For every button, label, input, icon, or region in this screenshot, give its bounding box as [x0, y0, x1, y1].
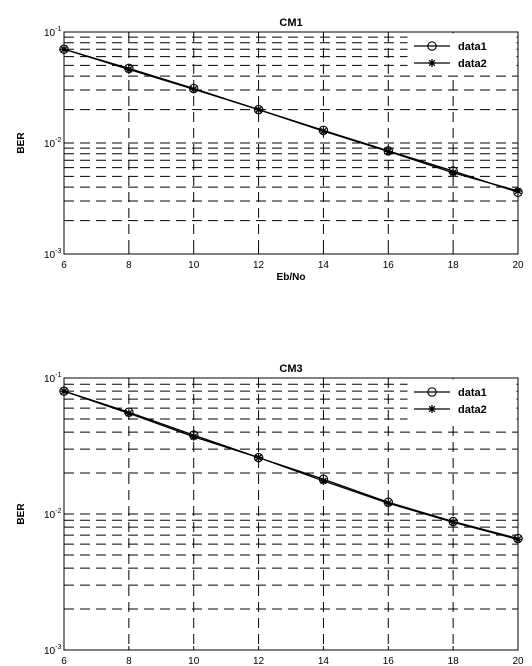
chart-2: data1data2CM36810121416182010-310-210-1E…: [16, 363, 524, 666]
chart-1-axes-frame: [63, 31, 519, 255]
chart-1-x-tick-label: 10: [188, 260, 200, 271]
chart-1-point-data2: [189, 85, 198, 94]
chart-1-legend: [407, 33, 517, 75]
chart-2-series-line-data1: [63, 390, 519, 540]
chart-2-y-tick-label: 10-2: [44, 508, 61, 521]
chart-1-point-data2: [60, 45, 68, 54]
chart-1-point-data1: [253, 104, 264, 115]
chart-1-point-data2: [124, 65, 133, 74]
data-point-marker: [428, 59, 436, 67]
chart-1-y-axis-label: BER: [16, 132, 27, 154]
chart-2-legend-entry-data2: data2: [414, 404, 487, 416]
chart-1-point-data1: [59, 44, 69, 54]
chart-1-x-tick-label: 12: [253, 260, 265, 271]
legend-marker: [428, 405, 436, 413]
data-point-marker: [384, 499, 393, 508]
legend-marker: [427, 387, 437, 397]
chart-2-x-tick-label: 20: [512, 656, 524, 666]
chart-1-point-data2: [514, 186, 522, 195]
chart-1-point-data2: [254, 105, 263, 114]
chart-2-point-data2: [449, 518, 458, 527]
data-point-marker: [428, 405, 436, 413]
data-point-marker: [59, 44, 69, 54]
data-point-marker: [427, 387, 437, 397]
chart-1-x-tick-label: 16: [383, 260, 395, 271]
chart-2-y-tick-label: 10-1: [44, 372, 61, 385]
chart-1-point-data2: [319, 127, 328, 136]
data-point-marker: [124, 409, 133, 418]
chart-2-point-data2: [384, 499, 393, 508]
data-point-marker: [254, 105, 263, 114]
data-point-marker: [253, 104, 264, 115]
data-point-marker: [189, 85, 198, 94]
chart-1-y-tick-label: 10-2: [44, 137, 61, 150]
data-point-marker: [60, 387, 68, 396]
chart-1-x-tick-label: 14: [318, 260, 330, 271]
data-point-marker: [514, 186, 522, 195]
chart-2-point-data2: [319, 476, 328, 485]
data-point-marker: [449, 518, 458, 527]
legend-label: data1: [458, 387, 487, 399]
data-point-marker: [253, 452, 264, 463]
chart-1-y-tick-label: 10-1: [44, 26, 61, 39]
data-point-marker: [514, 535, 522, 544]
data-point-marker: [319, 127, 328, 136]
chart-2-y-axis-label: BER: [16, 503, 27, 525]
legend-marker: [428, 59, 436, 67]
chart-1-point-data2: [384, 147, 393, 156]
chart-2-series-data2: [60, 387, 522, 544]
data-point-marker: [427, 41, 437, 51]
legend-label: data2: [458, 58, 487, 70]
chart-1-x-tick-label: 18: [448, 260, 460, 271]
chart-2-x-tick-label: 8: [126, 656, 132, 666]
data-point-marker: [59, 386, 69, 396]
chart-1: data1 data2 CM1 6 8 10 12 14 16 18 20 10-3 10-2 10-1 E…: [16, 17, 524, 283]
chart-1-x-tick-label: 6: [61, 260, 67, 271]
chart-1-series-data2: [60, 45, 522, 195]
chart-1-point-data2: [449, 168, 458, 177]
legend-marker: [427, 41, 437, 51]
data-point-marker: [60, 45, 68, 54]
chart-2-x-tick-label: 14: [318, 656, 330, 666]
chart-2-point-data1: [253, 452, 264, 463]
chart-1-x-tick-label: 20: [512, 260, 524, 271]
chart-1-legend-entry-data2: data2: [414, 58, 487, 70]
chart-1-x-tick-label: 8: [126, 260, 132, 271]
legend-label: data2: [458, 404, 487, 416]
chart-2-legend: [407, 379, 517, 421]
chart-2-x-tick-label: 10: [188, 656, 200, 666]
data-point-marker: [449, 168, 458, 177]
chart-1-y-tick-label: 10-3: [44, 248, 61, 261]
chart-2-series-line-data2: [63, 390, 519, 541]
chart-2-point-data2: [60, 387, 68, 396]
data-point-marker: [319, 476, 328, 485]
data-point-marker: [124, 65, 133, 74]
chart-1-x-axis-label: Eb/No: [277, 272, 306, 283]
data-point-marker: [384, 147, 393, 156]
chart-2-x-tick-label: 16: [383, 656, 395, 666]
chart-1-series-line-data2: [63, 48, 519, 192]
chart-2-title: CM3: [279, 363, 302, 375]
chart-2-axes-frame: [63, 377, 519, 651]
chart-2-x-tick-label: 18: [448, 656, 460, 666]
chart-2-point-data2: [124, 409, 133, 418]
data-point-marker: [189, 432, 198, 441]
chart-2-x-tick-label: 12: [253, 656, 265, 666]
chart-2-y-tick-label: 10-3: [44, 644, 61, 657]
chart-2-point-data2: [514, 535, 522, 544]
chart-2-point-data2: [189, 432, 198, 441]
chart-2-point-data1: [59, 386, 69, 396]
chart-2-point-data2: [254, 453, 263, 462]
legend-label: data1: [458, 41, 487, 53]
chart-2-x-tick-label: 6: [61, 656, 67, 666]
chart-2-legend-entry-data1: data1: [414, 387, 487, 399]
chart-1-legend-entry-data1: data1: [414, 41, 487, 53]
chart-1-title: CM1: [279, 17, 302, 29]
data-point-marker: [254, 453, 263, 462]
